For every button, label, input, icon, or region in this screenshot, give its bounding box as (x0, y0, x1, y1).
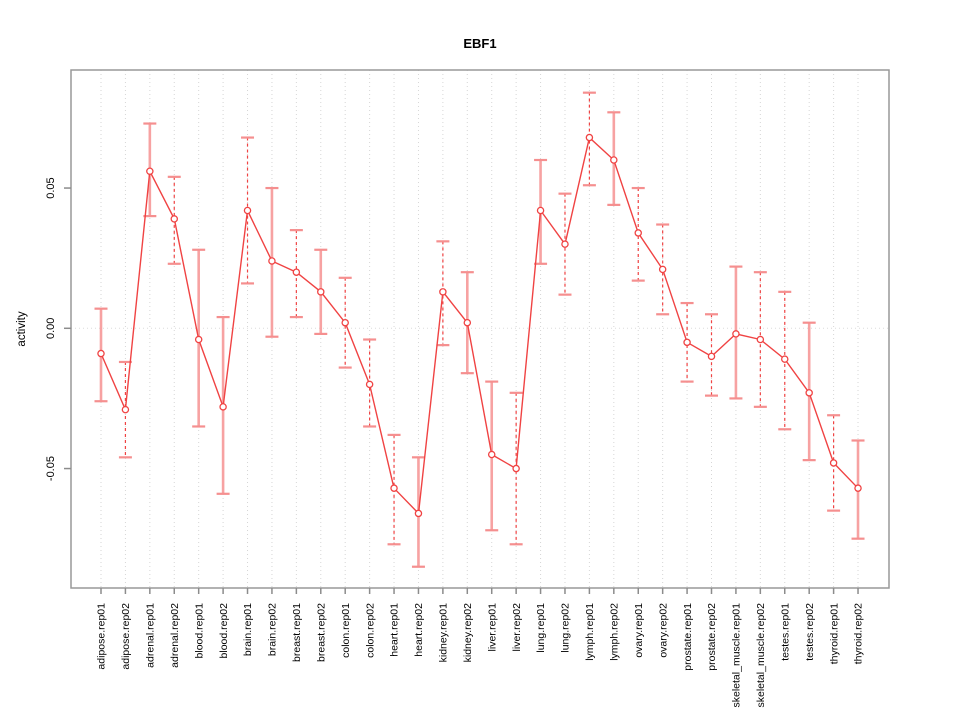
data-point (194, 335, 203, 344)
y-axis-label: activity (16, 311, 28, 347)
x-tick-label: kidney.rep02 (462, 603, 474, 663)
y-axis: 0.05 0.00 -0.05 (45, 177, 71, 481)
data-point (561, 240, 569, 248)
x-tick-label: lung.rep02 (560, 603, 572, 653)
x-tick-label: blood.rep01 (193, 603, 205, 659)
data-point (585, 133, 594, 142)
data-point (439, 288, 447, 296)
data-point (610, 156, 618, 164)
x-tick-label: skeletal_muscle.rep01 (731, 603, 743, 708)
x-tick-label: thyroid.rep01 (828, 603, 840, 664)
data-point (512, 464, 520, 473)
gridlines (71, 70, 889, 588)
data-point (390, 484, 398, 492)
data-point (292, 268, 301, 276)
data-point (365, 380, 374, 389)
x-tick-label: adrenal.rep02 (169, 603, 181, 668)
x-tick-label: testes.rep02 (804, 603, 816, 661)
x-tick-label: ovary.rep01 (633, 603, 645, 658)
x-tick-label: blood.rep02 (218, 603, 230, 659)
data-point (805, 389, 813, 397)
data-point (341, 318, 349, 327)
y-tick-label: 0.05 (45, 177, 57, 198)
data-point (268, 257, 276, 265)
data-point (170, 215, 179, 223)
x-tick-label: breast.rep01 (291, 603, 303, 662)
data-point (97, 349, 105, 358)
y-tick-label: 0.00 (45, 318, 57, 339)
x-tick-label: lymph.rep02 (608, 603, 620, 661)
x-tick-label: kidney.rep01 (438, 603, 450, 663)
x-tick-label: breast.rep02 (315, 603, 327, 662)
data-point (121, 405, 130, 414)
data-point (634, 229, 642, 237)
data-point (658, 265, 667, 274)
x-tick-label: adipose.rep01 (96, 603, 108, 670)
y-tick-label: -0.05 (45, 456, 57, 481)
x-axis: adipose.rep01 adipose.rep02 adrenal.rep01 a… (96, 588, 865, 707)
data-point (854, 484, 862, 492)
x-tick-label: adipose.rep02 (120, 603, 132, 670)
data-point (683, 338, 691, 347)
x-tick-label: testes.rep01 (779, 603, 791, 661)
x-tick-label: colon.rep02 (364, 603, 376, 658)
x-tick-label: brain.rep02 (267, 603, 279, 656)
data-point (146, 167, 154, 175)
data-point (829, 459, 838, 467)
data-point (414, 509, 423, 518)
chart-title: EBF1 (463, 36, 497, 51)
data-point (219, 403, 227, 411)
data-point (781, 355, 789, 363)
x-tick-label: liver.rep01 (486, 603, 498, 652)
x-tick-label: heart.rep02 (413, 603, 425, 657)
error-bars (94, 91, 865, 568)
x-tick-label: lung.rep01 (535, 603, 547, 653)
plot-box (70, 69, 890, 589)
x-tick-label: prostate.rep01 (682, 603, 694, 671)
x-tick-label: thyroid.rep02 (853, 603, 865, 664)
data-point (707, 352, 716, 361)
data-point (463, 318, 472, 327)
series-line (100, 136, 859, 515)
x-tick-label: adrenal.rep01 (145, 603, 157, 668)
data-point (317, 288, 325, 296)
x-tick-label: prostate.rep02 (706, 603, 718, 671)
data-point (732, 330, 740, 338)
x-tick-label: skeletal_muscle.rep02 (755, 603, 767, 708)
data-points (97, 133, 862, 518)
x-tick-label: colon.rep01 (340, 603, 352, 658)
data-point (243, 206, 252, 215)
data-point (536, 206, 545, 215)
x-tick-label: ovary.rep02 (657, 603, 669, 658)
x-tick-label: heart.rep01 (389, 603, 401, 657)
x-tick-label: lymph.rep01 (584, 603, 596, 661)
series (100, 136, 859, 515)
x-tick-label: brain.rep01 (242, 603, 254, 656)
data-point (487, 450, 496, 459)
data-point (756, 335, 765, 344)
x-tick-label: liver.rep02 (511, 603, 523, 652)
